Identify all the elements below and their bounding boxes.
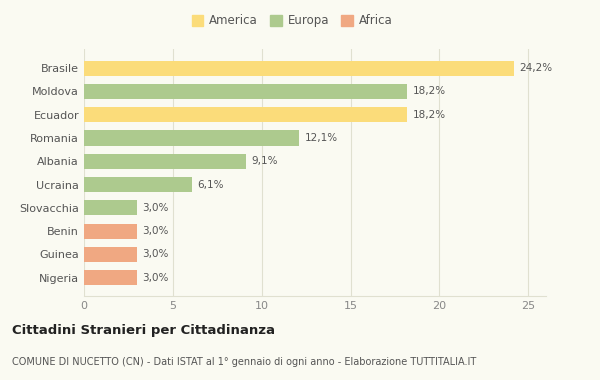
Bar xyxy=(84,177,193,192)
Text: 18,2%: 18,2% xyxy=(413,110,446,120)
Bar xyxy=(84,223,137,239)
Bar xyxy=(84,84,407,99)
Bar xyxy=(84,154,246,169)
Text: 12,1%: 12,1% xyxy=(304,133,337,143)
Text: 3,0%: 3,0% xyxy=(143,272,169,283)
Text: 3,0%: 3,0% xyxy=(143,226,169,236)
Text: 3,0%: 3,0% xyxy=(143,203,169,213)
Bar xyxy=(84,270,137,285)
Legend: America, Europa, Africa: America, Europa, Africa xyxy=(188,11,396,31)
Text: COMUNE DI NUCETTO (CN) - Dati ISTAT al 1° gennaio di ogni anno - Elaborazione TU: COMUNE DI NUCETTO (CN) - Dati ISTAT al 1… xyxy=(12,357,476,367)
Text: 6,1%: 6,1% xyxy=(198,179,224,190)
Text: 18,2%: 18,2% xyxy=(413,87,446,97)
Text: 24,2%: 24,2% xyxy=(520,63,553,73)
Text: Cittadini Stranieri per Cittadinanza: Cittadini Stranieri per Cittadinanza xyxy=(12,325,275,337)
Text: 3,0%: 3,0% xyxy=(143,249,169,259)
Bar xyxy=(84,247,137,262)
Bar xyxy=(84,130,299,146)
Bar xyxy=(84,107,407,122)
Bar xyxy=(84,200,137,215)
Text: 9,1%: 9,1% xyxy=(251,156,278,166)
Bar xyxy=(84,61,514,76)
